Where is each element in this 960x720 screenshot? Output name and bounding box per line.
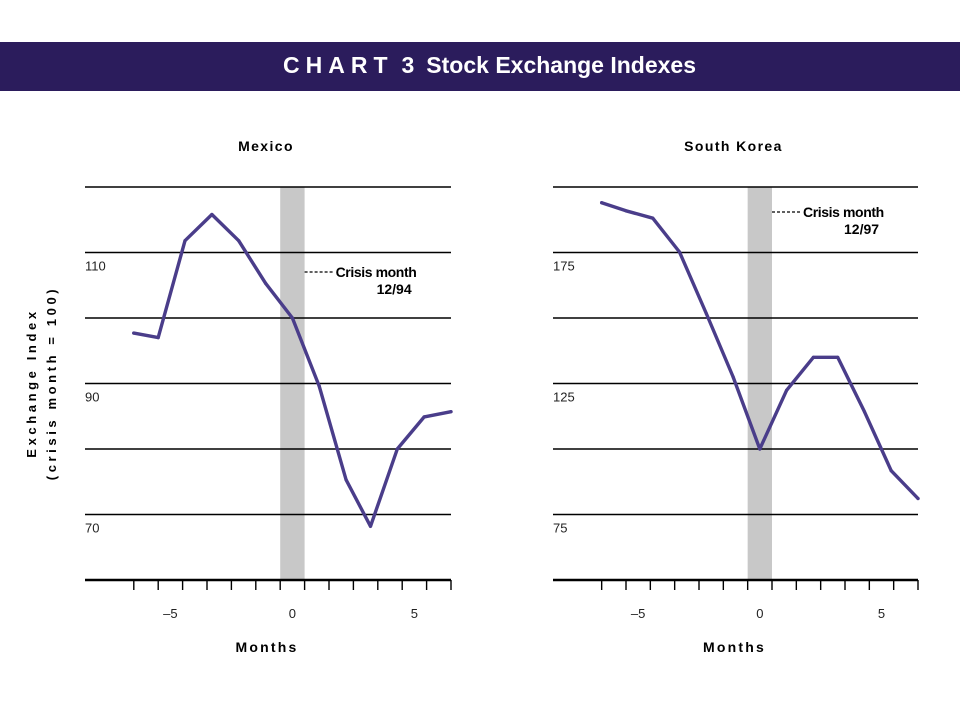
data-point [183, 239, 187, 243]
data-point [811, 355, 815, 359]
data-point [916, 496, 920, 501]
x-tick-label: 0 [756, 606, 763, 621]
data-point [862, 410, 867, 414]
data-point [422, 415, 426, 419]
x-axis-title: Months [236, 639, 299, 655]
data-point [237, 239, 241, 243]
data-point [395, 447, 399, 451]
data-point [624, 209, 628, 213]
y-tick-label: 75 [553, 521, 567, 536]
data-point [785, 388, 789, 392]
data-point [368, 524, 373, 528]
data-point [344, 478, 348, 482]
data-point [132, 331, 136, 335]
chart-title: CHART 3 Stock Exchange Indexes [283, 52, 696, 79]
x-axis-title: Months [703, 639, 766, 655]
data-point [317, 384, 321, 388]
data-point [263, 281, 268, 285]
data-point [731, 375, 735, 379]
data-point [677, 250, 682, 254]
annotation-date: 12/97 [844, 221, 879, 237]
data-point [651, 216, 655, 220]
data-point [290, 316, 294, 320]
data-point [889, 469, 893, 473]
annotation-date: 12/94 [377, 281, 412, 297]
y-tick-label: 70 [85, 521, 99, 536]
chart-word: CHART [283, 52, 394, 78]
chart-title-text: Stock Exchange Indexes [426, 52, 697, 78]
data-point [210, 212, 214, 217]
panel-title: Mexico [238, 138, 294, 154]
x-tick-label: 5 [878, 606, 885, 621]
x-tick-label: –5 [163, 606, 177, 621]
data-point [600, 201, 604, 205]
x-tick-label: –5 [631, 606, 645, 621]
data-point [704, 311, 708, 316]
y-tick-label: 110 [85, 259, 106, 274]
y-tick-label: 125 [553, 390, 575, 405]
data-point [156, 336, 160, 340]
y-tick-label: 90 [85, 390, 99, 405]
data-point [758, 447, 762, 451]
chart-panel-1: South Korea 175 125 75 –5 0 5 Months Crisis mont… [553, 138, 920, 655]
annotation-label: Crisis month [336, 264, 417, 280]
chart-number: 3 [401, 52, 415, 78]
panel-title: South Korea [684, 138, 783, 154]
data-point [449, 410, 453, 414]
x-tick-label: 0 [289, 606, 296, 621]
annotation-label: Crisis month [803, 204, 884, 220]
y-tick-label: 175 [553, 259, 575, 274]
x-tick-label: 5 [411, 606, 418, 621]
data-point [836, 355, 840, 359]
title-banner [0, 42, 960, 91]
